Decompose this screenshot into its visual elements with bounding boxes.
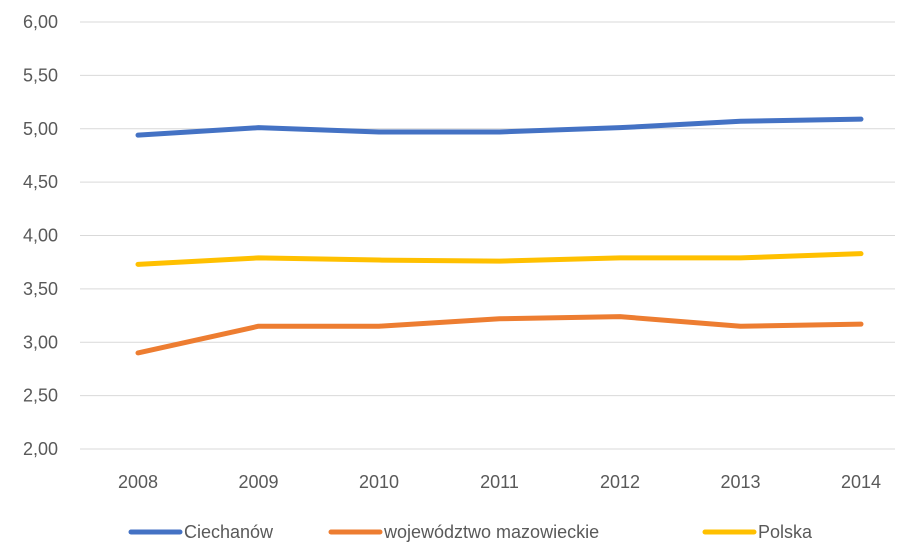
x-tick-label: 2011 — [480, 472, 519, 492]
x-tick-label: 2014 — [841, 472, 881, 492]
legend-label: województwo mazowieckie — [383, 522, 599, 542]
x-tick-label: 2009 — [238, 472, 278, 492]
y-tick-label: 4,00 — [23, 226, 58, 246]
gridlines — [80, 21, 895, 450]
series-line-1 — [135, 116, 864, 138]
series-lines — [135, 116, 864, 356]
legend: Ciechanów województwo mazowieckie Polska — [128, 522, 813, 542]
x-tick-label: 2010 — [359, 472, 399, 492]
x-tick-label: 2012 — [600, 472, 640, 492]
x-tick-label: 2008 — [118, 472, 158, 492]
y-tick-label: 4,50 — [23, 172, 58, 192]
legend-label: Ciechanów — [184, 522, 274, 542]
y-tick-label: 2,00 — [23, 439, 58, 459]
series-line-3 — [135, 251, 864, 267]
y-tick-label: 3,50 — [23, 279, 58, 299]
x-tick-label: 2013 — [720, 472, 760, 492]
y-tick-label: 3,00 — [23, 332, 58, 352]
y-tick-label: 2,50 — [23, 386, 58, 406]
y-axis-ticks: 2,00 2,50 3,00 3,50 4,00 4,50 5,00 5,50 6,00 — [23, 12, 58, 459]
y-tick-label: 5,50 — [23, 65, 58, 85]
legend-label: Polska — [758, 522, 813, 542]
x-axis-ticks: 2008 2009 2010 2011 2012 2013 2014 — [118, 472, 881, 492]
y-tick-label: 6,00 — [23, 12, 58, 32]
series-line-2 — [135, 314, 864, 356]
y-tick-label: 5,00 — [23, 119, 58, 139]
